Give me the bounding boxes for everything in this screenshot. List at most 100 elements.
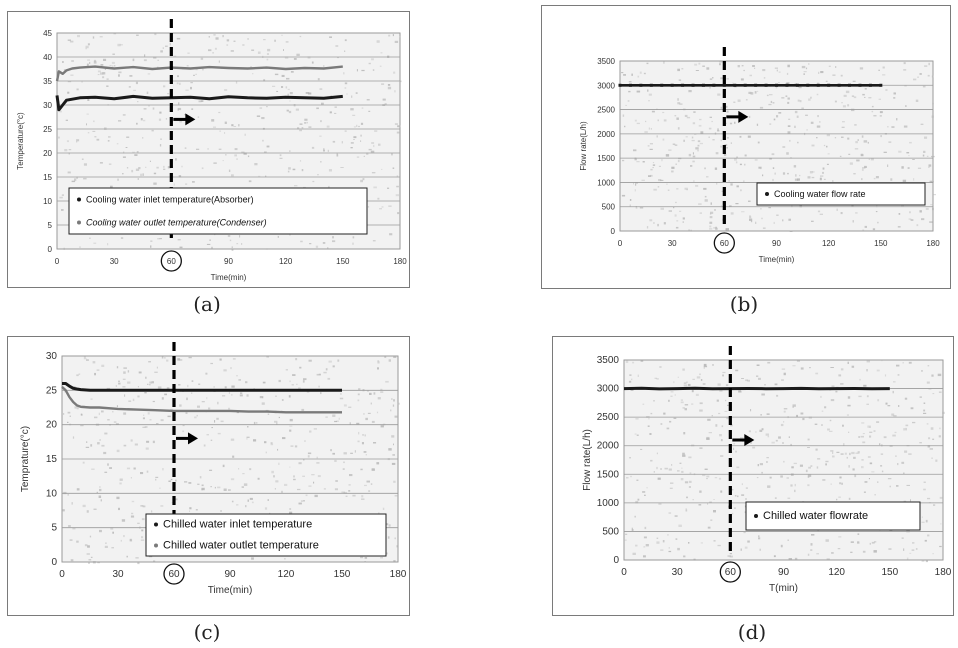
chart-c: 0 5 10 15 20 25 30 0 30 60 90 120 150 180 Time(min) Tem… [20,342,407,596]
data-point [628,83,632,87]
data-point [879,83,883,87]
y-tick-label: 10 [46,488,58,499]
data-point [858,83,862,87]
x-tick-label: 30 [672,567,684,578]
x-tick-label: 120 [279,257,293,266]
highlight-circle [160,250,182,272]
chart-a: 0 5 10 15 20 25 30 35 40 45 0 30 60 90 120 150 180 Time(m… [16,19,407,282]
series-line [61,386,342,414]
y-tick-label: 0 [613,555,619,566]
y-tick-label: 500 [602,526,619,537]
legend-box [745,501,921,531]
legend-marker [154,522,158,527]
y-tick-label: 45 [43,29,52,38]
highlight-circle [719,561,741,583]
panel-label-c: (c) [193,620,221,644]
x-tick-label: 180 [926,239,940,248]
y-tick-label: 3500 [597,57,615,66]
y-tick-label: 500 [602,203,616,212]
x-tick-label: 0 [59,569,65,580]
y-tick-label: 3500 [597,355,620,366]
highlight-circle [163,563,185,585]
x-axis-title: Time(min) [208,585,253,596]
y-tick-label: 40 [43,53,52,62]
chart-b: 0 500 1000 1500 2000 2500 3000 3500 0 30 60 90 120 15… [579,47,940,264]
data-point [795,83,799,87]
legend-label: Chilled water inlet temperature [163,519,312,531]
panel-label-a: (a) [193,292,221,316]
data-point [701,83,705,87]
x-tick-label: 90 [224,257,233,266]
legend-marker [154,543,158,548]
legend-label: Cooling water flow rate [774,189,866,199]
x-tick-label: 90 [778,567,790,578]
x-tick-label: 90 [224,569,236,580]
panel-label-d: (d) [737,620,767,644]
y-tick-label: 30 [43,101,52,110]
arrow-head [738,110,749,123]
y-tick-label: 0 [51,557,57,568]
x-tick-label: 180 [390,569,407,580]
y-tick-label: 0 [48,245,53,254]
legend-box [68,187,368,235]
y-tick-label: 2500 [597,106,615,115]
data-point [743,83,747,87]
x-tick-label: 60 [167,257,176,266]
y-tick-label: 30 [46,351,58,362]
y-tick-label: 25 [46,385,58,396]
y-tick-label: 20 [43,149,52,158]
data-point [764,83,768,87]
data-point [618,83,622,87]
x-tick-label: 180 [935,567,952,578]
x-tick-label: 120 [278,569,295,580]
x-tick-label: 150 [881,567,898,578]
x-axis-title: Time(min) [759,255,795,264]
highlight-circle [713,232,735,254]
y-tick-label: 15 [43,173,52,182]
y-tick-label: 1500 [597,469,620,480]
data-point [649,83,653,87]
data-point [691,83,695,87]
data-point [785,83,789,87]
y-tick-label: 2500 [597,412,620,423]
x-tick-label: 0 [618,239,623,248]
x-tick-label: 150 [336,257,350,266]
x-tick-label: 60 [725,567,737,578]
y-tick-label: 10 [43,197,52,206]
x-tick-label: 180 [393,257,407,266]
data-point [827,83,831,87]
data-point [712,83,716,87]
data-point [806,83,810,87]
y-tick-label: 5 [51,523,57,534]
data-point [722,83,726,87]
data-point [639,83,643,87]
series-line [55,65,343,82]
series-line [62,382,342,392]
y-axis-title: Flow rate(L/h) [579,121,588,171]
x-tick-label: 60 [168,569,180,580]
y-axis-title: Temperature(°c) [16,112,25,170]
x-axis-title: Time(min) [211,273,247,282]
data-point [775,83,778,87]
y-tick-label: 5 [48,221,53,230]
x-tick-label: 120 [828,567,845,578]
data-point [670,83,674,87]
x-tick-label: 30 [110,257,119,266]
x-tick-label: 150 [334,569,351,580]
y-tick-label: 1000 [597,178,615,187]
arrow-head [188,432,198,445]
data-point [681,83,685,87]
data-point [848,83,852,87]
x-tick-label: 90 [772,239,781,248]
y-tick-label: 2000 [597,441,620,452]
arrow-head [744,434,755,446]
data-point [660,83,664,87]
legend-marker [77,220,81,225]
series-line [623,386,890,391]
y-tick-label: 2000 [597,130,615,139]
y-tick-label: 0 [611,227,616,236]
legend-label: Cooling water outlet temperature(Condens… [86,218,267,228]
series-line [55,94,343,112]
y-tick-label: 35 [43,77,52,86]
legend-box [756,182,926,206]
